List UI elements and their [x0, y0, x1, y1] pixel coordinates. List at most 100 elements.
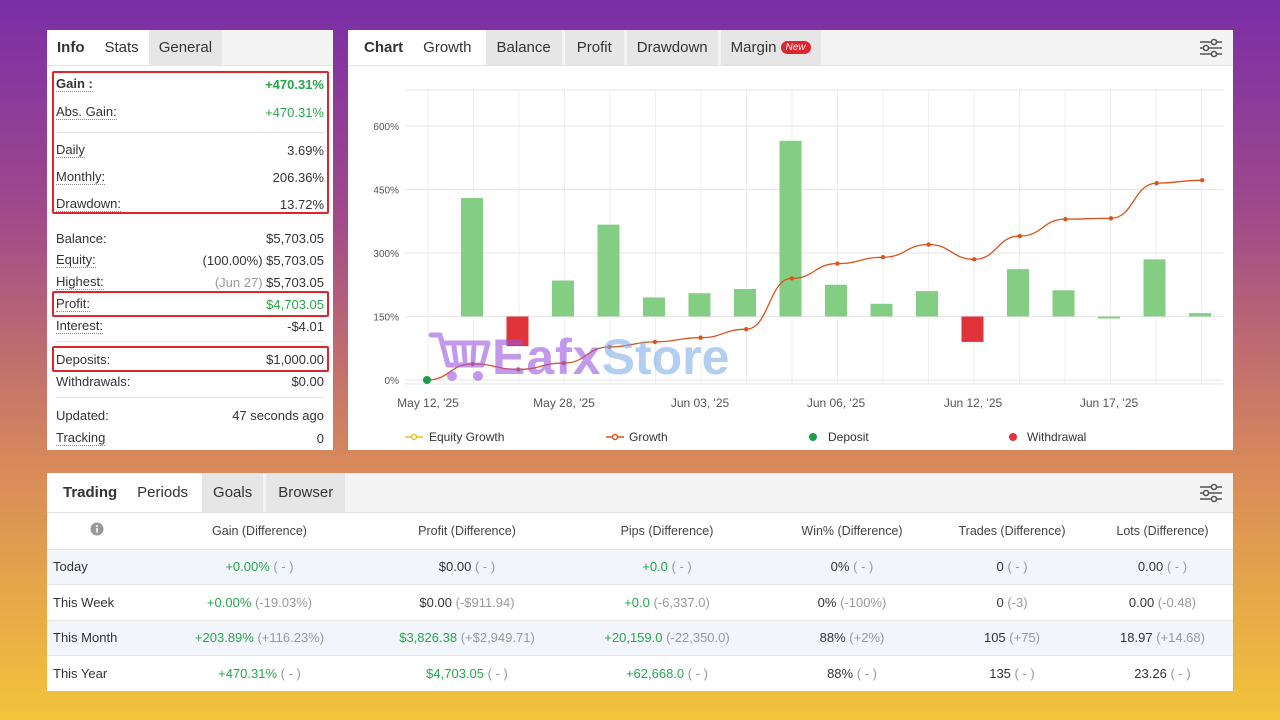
- chart-bar[interactable]: [1143, 259, 1166, 317]
- tab-balance[interactable]: Balance: [485, 30, 562, 65]
- growth-point[interactable]: [698, 335, 703, 340]
- chart-grid: [405, 89, 1223, 385]
- column-header[interactable]: Lots (Difference): [1116, 523, 1209, 538]
- tab-trading[interactable]: Trading: [47, 473, 128, 512]
- divider: [56, 397, 324, 398]
- chart-settings-icon[interactable]: [1199, 38, 1223, 58]
- growth-point[interactable]: [1108, 216, 1114, 221]
- chart-bar[interactable]: [643, 297, 665, 317]
- growth-point[interactable]: [926, 242, 931, 247]
- tab-periods[interactable]: Periods: [127, 473, 203, 512]
- monthly-label: Monthly:: [56, 169, 106, 185]
- tab-growth[interactable]: Growth: [411, 30, 486, 65]
- growth-point[interactable]: [1154, 180, 1159, 186]
- chart-bar[interactable]: [1189, 313, 1211, 317]
- interest-value: -$4.01: [287, 318, 324, 334]
- abs-gain-row: Abs. Gain: +470.31%: [56, 102, 324, 122]
- column-header[interactable]: Pips (Difference): [620, 523, 714, 538]
- gain-value: +470.31%: [265, 76, 324, 92]
- win-cell: 88% (+2%): [772, 620, 932, 656]
- growth-point[interactable]: [789, 276, 794, 281]
- y-tick-label: 300%: [373, 249, 399, 260]
- tab-chart[interactable]: Chart: [348, 30, 412, 65]
- growth-point[interactable]: [835, 261, 840, 266]
- growth-point[interactable]: [516, 367, 521, 372]
- chart-bar[interactable]: [461, 197, 483, 317]
- growth-point[interactable]: [607, 344, 612, 350]
- chart-legend: Equity Growth Growth Deposit Withdrawal: [405, 430, 1086, 444]
- legend-deposit[interactable]: Deposit: [809, 430, 869, 444]
- column-header[interactable]: Win% (Difference): [801, 523, 903, 538]
- legend-equity-growth[interactable]: Equity Growth: [405, 430, 504, 444]
- balance-label: Balance:: [56, 230, 107, 246]
- gain-cell: +203.89% (+116.23%): [147, 620, 372, 656]
- column-header[interactable]: Trades (Difference): [958, 523, 1066, 538]
- pips-cell: +20,159.0 (-22,350.0): [562, 620, 772, 656]
- chart-bar[interactable]: [1098, 316, 1120, 319]
- chart-bar[interactable]: [961, 316, 984, 342]
- chart-bar[interactable]: [916, 291, 938, 317]
- equity-label: Equity:: [56, 252, 96, 268]
- tracking-row: Tracking 0: [56, 428, 324, 448]
- table-row: This Month +203.89% (+116.23%) $3,826.38…: [47, 620, 1233, 656]
- pips-cell: +0.0 (-6,337.0): [624, 594, 710, 610]
- tab-general[interactable]: General: [148, 30, 223, 65]
- legend-withdrawal[interactable]: Withdrawal: [1009, 430, 1086, 444]
- info-icon[interactable]: [90, 522, 104, 536]
- x-tick-label: May 12, '25: [397, 396, 459, 410]
- growth-point[interactable]: [1200, 177, 1205, 183]
- equity-percent: (100.00%): [202, 252, 263, 268]
- chart-bar[interactable]: [688, 293, 711, 317]
- trading-settings-icon[interactable]: [1199, 483, 1223, 503]
- growth-point[interactable]: [561, 360, 566, 366]
- growth-point[interactable]: [652, 339, 658, 345]
- gain-row: Gain : +470.31%: [56, 74, 324, 94]
- growth-point[interactable]: [1063, 216, 1068, 222]
- monthly-row: Monthly: 206.36%: [56, 167, 324, 187]
- legend-growth[interactable]: Growth: [606, 430, 668, 444]
- tab-browser[interactable]: Browser: [266, 473, 346, 512]
- deposits-value: $1,000.00: [266, 351, 324, 367]
- growth-point[interactable]: [880, 255, 886, 260]
- tab-profit[interactable]: Profit: [564, 30, 624, 65]
- drawdown-value: 13.72%: [279, 196, 324, 212]
- column-header[interactable]: Gain (Difference): [212, 523, 307, 538]
- y-tick-label: 450%: [373, 186, 399, 197]
- period-label: This Month: [47, 620, 147, 656]
- highest-date: (Jun 27): [214, 274, 263, 290]
- bar-series: [461, 140, 1211, 347]
- chart-bar[interactable]: [734, 288, 756, 317]
- divider: [56, 341, 324, 342]
- y-tick-label: 150%: [373, 313, 399, 324]
- legend-label: Withdrawal: [1027, 430, 1086, 444]
- growth-line-series: [423, 177, 1205, 384]
- abs-gain-value: +470.31%: [265, 104, 324, 120]
- deposit-point[interactable]: [423, 376, 431, 384]
- daily-value: 3.69%: [287, 142, 324, 158]
- chart-panel: Chart Growth Balance Profit Drawdown Mar…: [348, 30, 1233, 450]
- chart-bar[interactable]: [552, 280, 574, 317]
- chart-bar[interactable]: [870, 303, 893, 317]
- growth-point[interactable]: [972, 257, 977, 262]
- chart-bar[interactable]: [779, 140, 802, 317]
- chart-bar[interactable]: [825, 284, 847, 317]
- tab-stats[interactable]: Stats: [94, 30, 149, 65]
- tab-goals[interactable]: Goals: [202, 473, 264, 512]
- tab-info[interactable]: Info: [47, 30, 95, 65]
- chart-tabs: Chart Growth Balance Profit Drawdown Mar…: [348, 30, 1233, 66]
- growth-point[interactable]: [744, 327, 749, 332]
- deposits-highlight-box: [52, 346, 329, 372]
- profit-cell: $0.00 ( - ): [372, 549, 562, 585]
- legend-label: Deposit: [828, 430, 869, 444]
- info-panel: Info Stats General Gain : +470.31% Abs. …: [47, 30, 333, 450]
- tab-margin[interactable]: Margin New: [720, 30, 821, 65]
- chart-bar[interactable]: [506, 316, 529, 347]
- chart-bar[interactable]: [597, 224, 620, 317]
- lots-cell: 18.97 (+14.68): [1092, 620, 1233, 656]
- growth-point[interactable]: [470, 361, 475, 367]
- growth-point[interactable]: [1017, 233, 1022, 239]
- chart-bar[interactable]: [1007, 269, 1029, 317]
- chart-bar[interactable]: [1052, 290, 1075, 317]
- tab-drawdown[interactable]: Drawdown: [626, 30, 718, 65]
- column-header[interactable]: Profit (Difference): [418, 523, 516, 538]
